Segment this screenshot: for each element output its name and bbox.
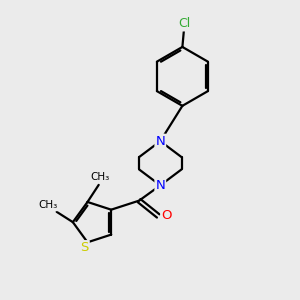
Text: N: N: [155, 135, 165, 148]
Text: O: O: [161, 209, 172, 223]
Text: S: S: [80, 241, 89, 254]
Text: CH₃: CH₃: [39, 200, 58, 210]
Text: CH₃: CH₃: [91, 172, 110, 182]
Text: Cl: Cl: [178, 17, 191, 31]
Text: N: N: [155, 179, 165, 192]
